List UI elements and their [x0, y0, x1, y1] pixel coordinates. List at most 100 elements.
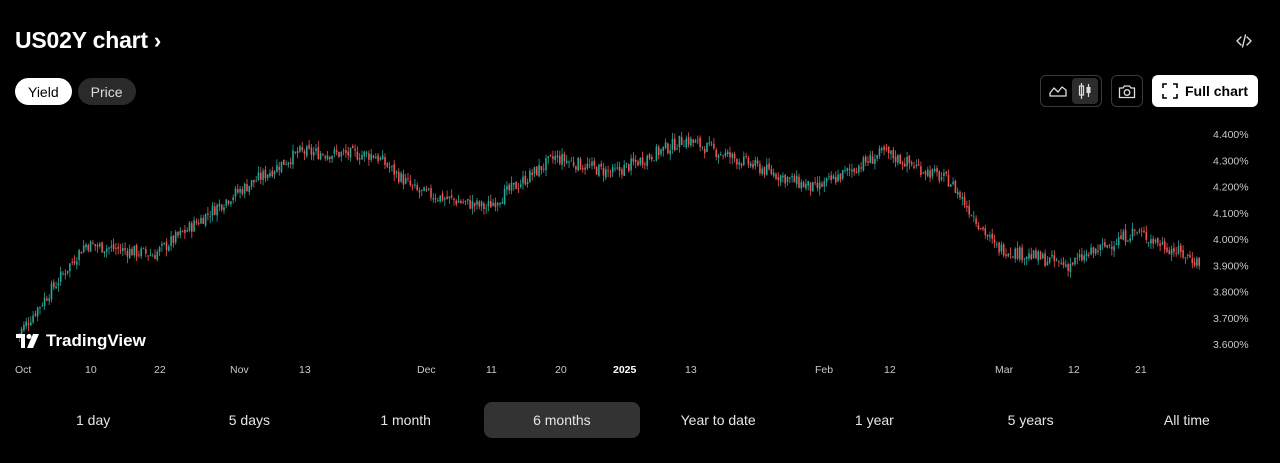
candle: [184, 224, 186, 239]
candle-body: [759, 163, 761, 174]
range-1-day[interactable]: 1 day: [76, 412, 111, 428]
candle-body: [46, 298, 48, 301]
candle: [1143, 226, 1145, 233]
price-tab[interactable]: Price: [77, 78, 136, 105]
candle-body: [931, 169, 934, 177]
candle: [92, 240, 94, 245]
candle: [299, 144, 301, 153]
candle: [812, 181, 814, 192]
candle-body: [876, 155, 878, 159]
candle: [331, 155, 333, 163]
candle: [586, 157, 589, 171]
candle: [756, 156, 759, 167]
area-chart-button[interactable]: [1045, 78, 1071, 104]
candle: [322, 152, 324, 157]
candle-body: [1007, 253, 1010, 257]
candle-body: [96, 245, 99, 247]
candle: [549, 154, 552, 158]
range-5-days[interactable]: 5 days: [228, 412, 270, 428]
candle: [897, 154, 899, 166]
candle-body: [246, 184, 248, 192]
candle: [667, 142, 669, 155]
candle-body: [1085, 253, 1088, 256]
candle-body: [752, 163, 754, 168]
candle-body: [736, 159, 738, 165]
candle-body: [694, 140, 697, 143]
candle: [1083, 250, 1085, 264]
candle-body: [128, 248, 131, 258]
page-title[interactable]: US02Y chart ›: [15, 27, 161, 54]
candle-body: [181, 230, 184, 232]
candle: [483, 201, 485, 215]
candle: [628, 163, 630, 173]
candle-body: [568, 161, 570, 163]
candle: [434, 193, 437, 203]
candle-body: [524, 175, 527, 185]
candle-body: [230, 201, 232, 205]
candle-body: [611, 167, 614, 173]
candle-body: [726, 151, 729, 155]
yield-tab[interactable]: Yield: [15, 78, 72, 105]
candle-body: [715, 150, 717, 157]
candle-body: [409, 180, 412, 186]
candle: [345, 144, 347, 158]
candle-body: [789, 177, 791, 179]
snapshot-button[interactable]: [1111, 75, 1143, 107]
candle: [338, 151, 340, 158]
candle-body: [142, 247, 145, 249]
candle-chart-button[interactable]: [1071, 78, 1098, 104]
price-chart[interactable]: 4.400% 4.300% 4.200% 4.100% 4.000% 3.900% 3.80…: [0, 0, 1280, 390]
candle: [117, 242, 119, 255]
candle: [616, 161, 619, 171]
candle: [952, 177, 954, 186]
candle: [738, 158, 740, 170]
candle: [621, 167, 623, 179]
range-ytd[interactable]: Year to date: [680, 412, 756, 428]
candle: [927, 166, 929, 178]
range-all-time[interactable]: All time: [1163, 412, 1210, 428]
candle: [655, 144, 658, 162]
candle-body: [1117, 237, 1120, 246]
candle: [699, 135, 701, 152]
candle-body: [844, 169, 846, 171]
candle: [480, 200, 483, 212]
candle: [1088, 251, 1090, 259]
candle-body: [761, 168, 763, 175]
candle-body: [766, 164, 768, 175]
candle: [218, 199, 221, 212]
candle: [407, 173, 409, 182]
candle: [319, 151, 322, 161]
candle-body: [99, 243, 101, 247]
range-5-years[interactable]: 5 years: [1007, 412, 1054, 428]
full-chart-button[interactable]: Full chart: [1152, 75, 1258, 107]
candle-body: [770, 168, 773, 175]
candle: [510, 176, 513, 195]
candle: [204, 213, 207, 228]
chevron-right-icon[interactable]: ›: [153, 27, 162, 53]
candle: [1092, 246, 1095, 259]
chart-title-text[interactable]: US02Y chart: [15, 27, 148, 53]
candle: [993, 234, 996, 249]
candle: [1046, 256, 1049, 266]
range-6-months[interactable]: 6 months: [483, 402, 640, 438]
candle-body: [462, 202, 464, 204]
candle: [632, 152, 635, 166]
candle-body: [858, 165, 860, 173]
candle: [697, 135, 699, 145]
candle-body: [124, 248, 126, 251]
candle: [671, 132, 674, 154]
candle: [584, 163, 586, 175]
candle-body: [1009, 253, 1012, 255]
candle-body: [559, 155, 561, 164]
candle: [680, 131, 683, 146]
range-1-year[interactable]: 1 year: [854, 412, 894, 428]
candle-body: [1173, 247, 1175, 253]
candle: [57, 277, 60, 292]
candle-body: [1046, 261, 1049, 266]
candle-body: [414, 184, 416, 186]
code-icon[interactable]: [1230, 28, 1258, 54]
tradingview-watermark[interactable]: TradingView: [16, 331, 146, 351]
candle: [745, 152, 747, 159]
range-1-month[interactable]: 1 month: [380, 412, 431, 428]
candle-body: [768, 163, 770, 170]
